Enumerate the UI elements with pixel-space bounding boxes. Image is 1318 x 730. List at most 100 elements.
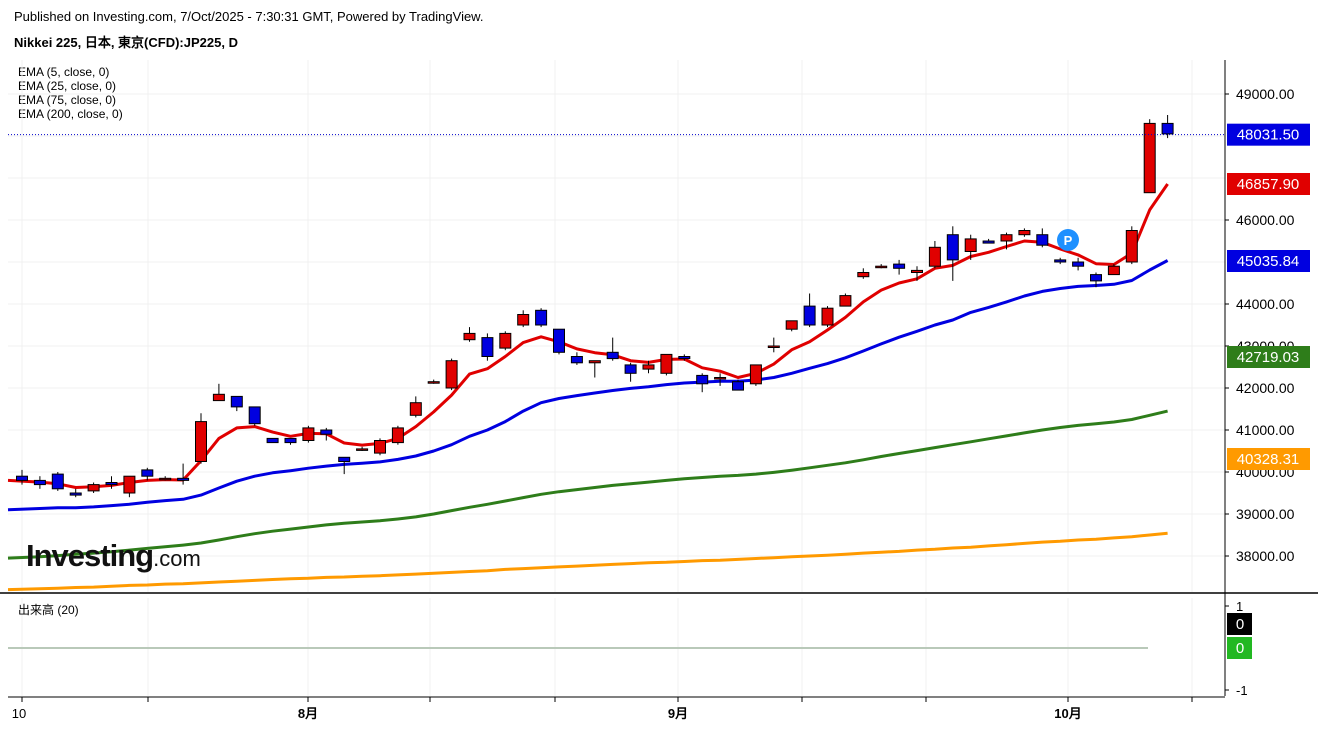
candle[interactable] [642, 360, 655, 374]
candle[interactable] [714, 373, 727, 386]
candle[interactable] [1125, 226, 1138, 265]
candle[interactable] [374, 438, 386, 456]
candle[interactable] [177, 463, 190, 485]
candle-body [123, 475, 136, 494]
price-tag-label: 46857.90 [1237, 176, 1300, 193]
candle[interactable] [248, 406, 261, 426]
candle[interactable] [123, 475, 136, 498]
candle[interactable] [1090, 272, 1102, 288]
candle-body [391, 427, 404, 444]
candle[interactable] [517, 310, 530, 328]
ema75-label[interactable]: EMA (75, close, 0) [18, 93, 117, 107]
candle[interactable] [982, 238, 995, 244]
candle[interactable] [320, 427, 333, 441]
candle-body [230, 395, 243, 408]
candle[interactable] [767, 337, 780, 353]
candle-body [570, 356, 583, 364]
p-marker[interactable]: P [1057, 229, 1079, 251]
candle[interactable] [159, 476, 172, 481]
candle[interactable] [1107, 264, 1120, 276]
candle[interactable] [893, 259, 906, 275]
candle[interactable] [696, 373, 709, 393]
candle[interactable] [1018, 228, 1031, 237]
candle[interactable] [481, 333, 494, 361]
candle[interactable] [875, 264, 888, 269]
candle-body [427, 381, 440, 384]
y-tick-label: 39000.00 [1236, 506, 1295, 522]
candle[interactable] [821, 306, 834, 328]
ema200-label[interactable]: EMA (200, close, 0) [18, 107, 123, 121]
candle[interactable] [69, 488, 82, 498]
candle[interactable] [749, 364, 762, 386]
candle-body [284, 437, 297, 444]
candle[interactable] [141, 467, 154, 481]
price-tag-label: 45035.84 [1237, 253, 1300, 270]
candle-body [553, 328, 565, 353]
candle[interactable] [570, 352, 583, 365]
candle[interactable] [445, 358, 458, 391]
candle[interactable] [964, 234, 977, 260]
ema25-line [7, 259, 1169, 512]
candle-body [732, 381, 744, 391]
price-tag-bg [1227, 448, 1310, 470]
candle[interactable] [391, 425, 404, 445]
candle[interactable] [660, 353, 673, 376]
candle-body [1072, 261, 1085, 267]
candle[interactable] [195, 413, 207, 464]
candle-body [51, 473, 64, 490]
candle[interactable] [1161, 115, 1174, 139]
candle[interactable] [266, 437, 279, 444]
candle-body [964, 238, 977, 252]
ema5-label[interactable]: EMA (5, close, 0) [18, 65, 110, 79]
candle-body [535, 309, 548, 326]
candle[interactable] [302, 425, 315, 443]
candle[interactable] [1000, 232, 1013, 250]
candle[interactable] [230, 395, 243, 412]
candle[interactable] [427, 379, 440, 384]
candle[interactable] [732, 379, 744, 391]
candle[interactable] [606, 337, 619, 361]
candle-body [445, 360, 458, 389]
candle[interactable] [1054, 257, 1067, 265]
candle[interactable] [87, 482, 100, 494]
candle[interactable] [33, 476, 46, 489]
p-marker-label: P [1064, 233, 1073, 248]
candle[interactable] [284, 437, 297, 445]
candle-body [642, 364, 655, 370]
candle[interactable] [785, 320, 798, 332]
candle-body [266, 437, 279, 444]
candle[interactable] [463, 327, 476, 342]
logo-main: Investing [26, 538, 154, 573]
candle[interactable] [839, 293, 852, 307]
price-tag-label: 40328.31 [1237, 451, 1300, 468]
candle[interactable] [911, 266, 923, 281]
candle-body [911, 269, 923, 273]
candle-body [696, 374, 709, 385]
candle[interactable] [1143, 119, 1156, 194]
candle[interactable] [1036, 228, 1049, 248]
candle[interactable] [105, 476, 118, 489]
candle[interactable] [928, 241, 941, 269]
ema25-label[interactable]: EMA (25, close, 0) [18, 79, 117, 93]
candle[interactable] [535, 308, 548, 328]
candle[interactable] [803, 293, 816, 328]
candle[interactable] [678, 354, 691, 361]
candle[interactable] [51, 472, 64, 491]
candle[interactable] [499, 331, 512, 351]
candle-body [821, 307, 834, 326]
candle[interactable] [624, 362, 637, 382]
candle[interactable] [409, 396, 422, 418]
candle[interactable] [857, 268, 870, 279]
candle[interactable] [212, 383, 225, 402]
candle[interactable] [553, 328, 565, 355]
candle[interactable] [356, 446, 369, 451]
candle[interactable] [16, 469, 28, 485]
candle-body [624, 364, 637, 374]
candle[interactable] [1072, 257, 1085, 271]
candle-body [141, 469, 154, 477]
candle-body [409, 402, 422, 416]
candle[interactable] [946, 226, 959, 281]
candle[interactable] [338, 456, 351, 475]
candle[interactable] [588, 360, 601, 378]
